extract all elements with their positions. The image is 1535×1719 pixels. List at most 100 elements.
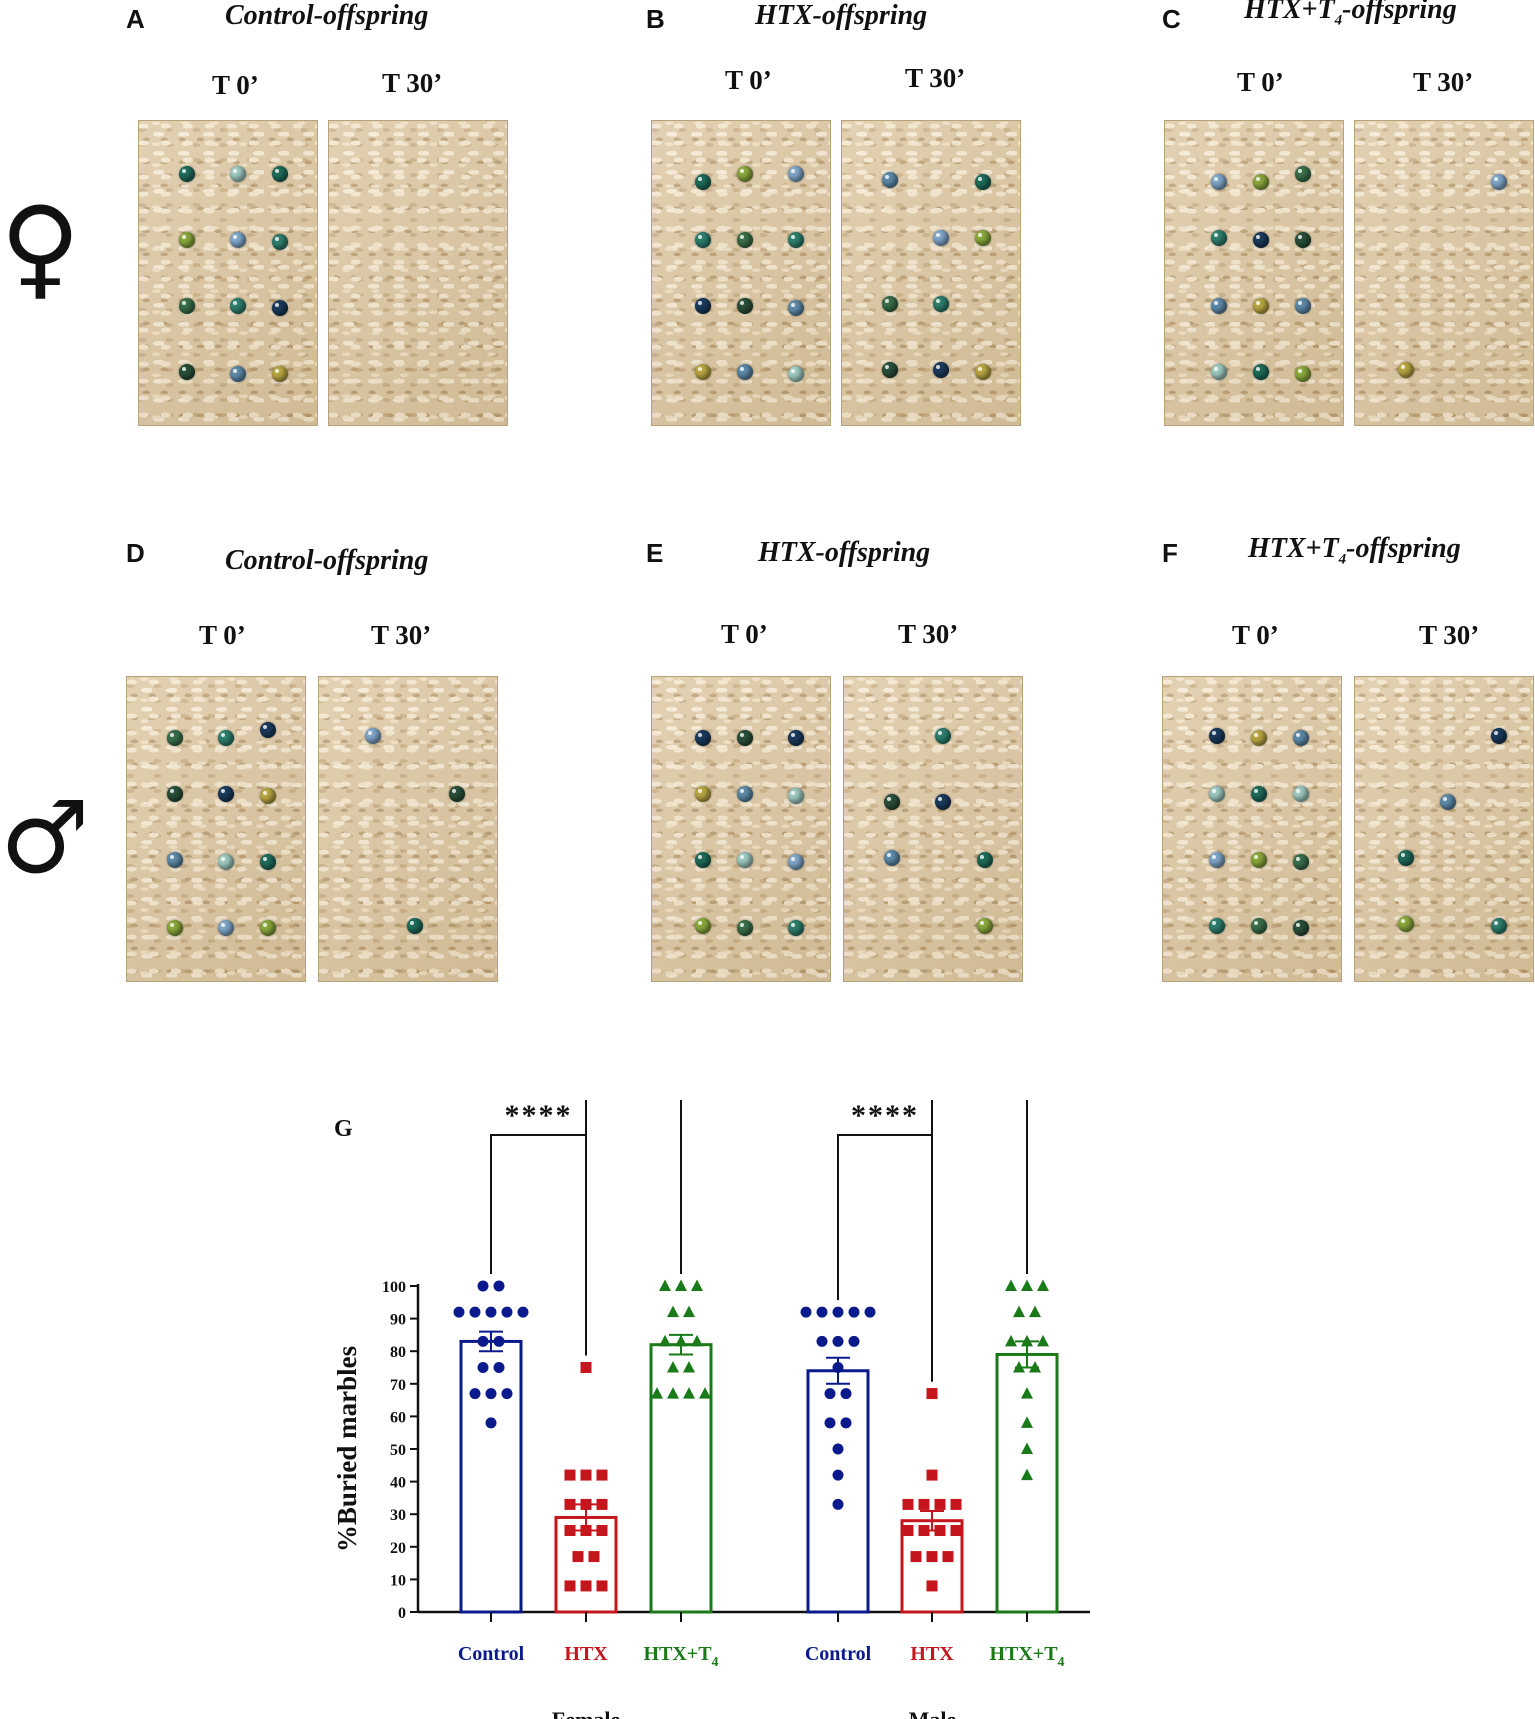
data-point [485,1306,497,1318]
data-point [580,1525,592,1536]
marble [695,298,711,314]
data-point [918,1498,930,1510]
y-tick-label: 30 [390,1507,406,1524]
marble [1209,728,1225,744]
marble [407,918,423,934]
marble [737,364,753,380]
data-point [1021,1387,1033,1399]
marble [1211,174,1227,190]
time-label-d-t0: T 0’ [199,620,246,650]
time-label-e-t30: T 30’ [898,619,959,649]
marble [695,232,711,248]
marble [975,174,991,190]
category-label: HTX [910,1643,954,1665]
time-label-f-t30: T 30’ [1419,620,1480,650]
data-point [864,1306,876,1318]
data-point [501,1388,513,1400]
y-tick-label: 60 [390,1409,406,1426]
data-point [840,1417,852,1429]
panel-letter-c: C [1162,4,1181,34]
panel-letter-f: F [1162,538,1178,568]
marble [737,852,753,868]
significance-bracket [931,1100,1028,1382]
marble [1211,230,1227,246]
marble [167,852,183,868]
data-point [950,1525,962,1536]
marble [1440,794,1456,810]
data-point [667,1387,679,1399]
marble [935,728,951,744]
significance-bracket [585,1100,682,1356]
marble [1295,298,1311,314]
panel-letter-d: D [126,538,145,568]
marble [975,230,991,246]
marble [179,298,195,314]
marble [230,298,246,314]
data-point [564,1498,576,1510]
marble [365,728,381,744]
marble [218,920,234,936]
marble [260,788,276,804]
marble [218,786,234,802]
cage-photo-c-t30 [1354,120,1534,426]
data-point [800,1306,812,1318]
marble [218,854,234,870]
marble [788,300,804,316]
marble [1491,728,1507,744]
data-point [596,1498,608,1510]
marble [933,362,949,378]
marble [1251,730,1267,746]
marble [1293,786,1309,802]
marble [882,296,898,312]
marble [167,920,183,936]
y-axis-label: %Buried marbles [332,1346,362,1552]
data-point [477,1280,489,1292]
panel-title-c-sub: 4 [1334,12,1343,29]
y-tick-label: 70 [390,1377,406,1394]
data-point [832,1443,844,1455]
marble [260,722,276,738]
data-point [477,1362,489,1373]
time-label-d-t30: T 30’ [371,620,432,650]
panel-title-b: HTX-offspring [755,0,928,31]
panel-letter-e: E [646,538,664,568]
marble [788,730,804,746]
marble [272,366,288,382]
data-point [926,1469,938,1481]
data-point [832,1469,844,1481]
bar [459,1339,523,1614]
data-point [683,1387,695,1399]
panel-title-f-main: HTX+T [1248,533,1339,564]
data-point [816,1335,828,1347]
data-point [816,1306,828,1318]
cage-photo-f-t0 [1162,676,1342,982]
data-point [926,1388,938,1400]
marble [695,730,711,746]
marble [788,366,804,382]
marble [737,730,753,746]
time-label-a-t30: T 30’ [382,68,443,98]
category-label: HTX [564,1643,608,1665]
data-point [934,1498,946,1510]
panel-title-f-rest: -offspring [1346,533,1461,564]
marble [1293,730,1309,746]
data-point [1021,1442,1033,1454]
marble [884,794,900,810]
data-point [453,1306,465,1318]
y-tick-label: 0 [398,1605,406,1622]
marble [1211,298,1227,314]
data-point [1021,1468,1033,1481]
marble [695,918,711,934]
y-tick-label: 10 [390,1572,406,1589]
data-point [910,1551,922,1563]
data-point [1029,1361,1041,1373]
marble [230,366,246,382]
marble [884,850,900,866]
data-point [580,1469,592,1481]
marble [260,854,276,870]
time-label-c-t30: T 30’ [1413,67,1474,97]
data-point [902,1525,914,1536]
cage-photo-d-t30 [318,676,498,982]
data-point [485,1388,497,1400]
data-point [596,1525,608,1536]
